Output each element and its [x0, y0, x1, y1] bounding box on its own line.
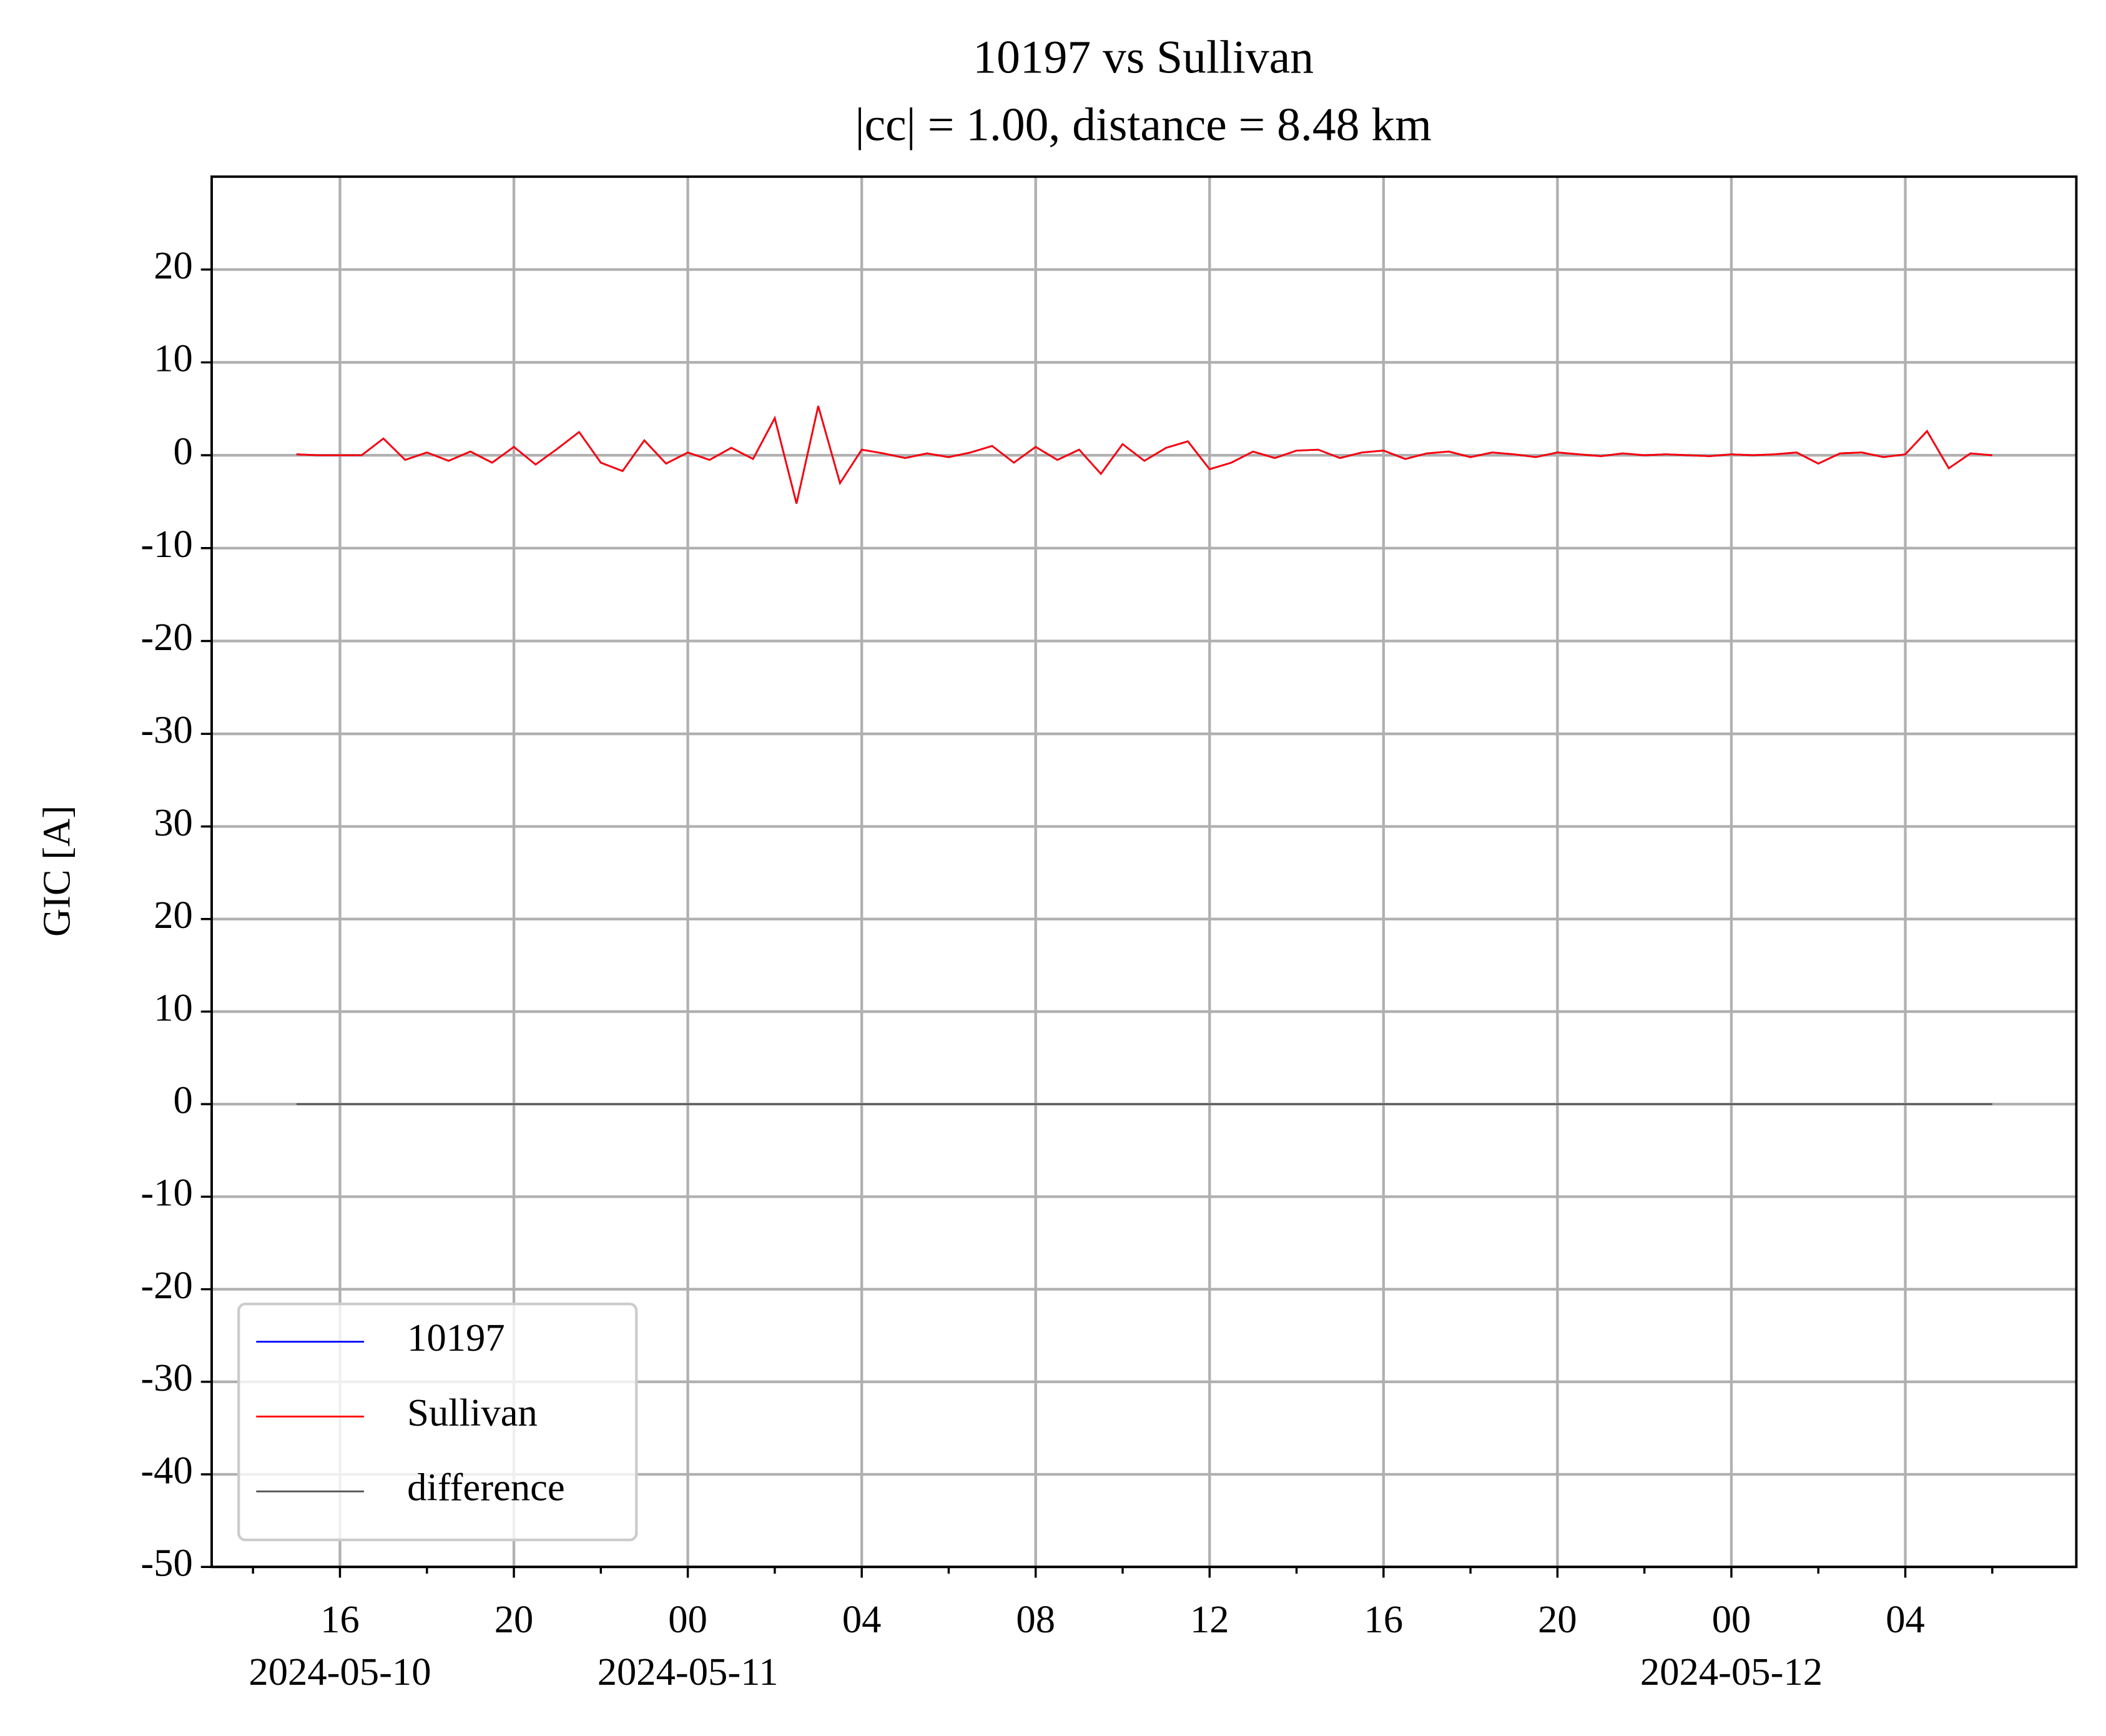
- x-tick-label-line: 16: [1364, 1597, 1404, 1641]
- x-tick-label: 16: [1364, 1597, 1404, 1641]
- y-tick-label: -20: [140, 1263, 192, 1307]
- legend-label: 10197: [407, 1316, 505, 1359]
- y-tick-label: -30: [140, 1356, 192, 1399]
- x-tick-label: 00 2024-05-12: [1640, 1597, 1823, 1694]
- y-tick-label: -50: [140, 1541, 192, 1585]
- y-tick-label: 20: [154, 893, 193, 937]
- plot-area: -30 -20 -10 0 10 20 -50 -40 -30 -20 -10 0 10 20 30 16 20…: [140, 175, 2078, 1694]
- x-tick-label: 04: [842, 1597, 882, 1641]
- y-axis-label: GIC [A]: [35, 806, 79, 937]
- y-tick-label: -20: [140, 615, 192, 659]
- legend-box: [237, 1302, 638, 1542]
- x-tick-label-line: 00: [1712, 1597, 1751, 1641]
- x-tick-label-line: 20: [495, 1597, 534, 1641]
- chart-subtitle: |cc| = 1.00, distance = 8.48 km: [855, 99, 1431, 151]
- x-tick-label-line: 16: [320, 1597, 360, 1641]
- x-tick-label: 20: [495, 1597, 534, 1641]
- x-tick-label: 16 2024-05-10: [248, 1597, 431, 1694]
- x-tick-label-line: 12: [1190, 1597, 1229, 1641]
- y-tick-label: -40: [140, 1448, 192, 1492]
- legend-label: Sullivan: [407, 1391, 538, 1434]
- x-tick-label-line: 04: [1886, 1597, 1925, 1641]
- x-tick-label: 12: [1190, 1597, 1229, 1641]
- y-tick-label: -10: [140, 1171, 192, 1215]
- y-tick-label: 0: [173, 1078, 192, 1122]
- x-tick-label-line: 08: [1016, 1597, 1055, 1641]
- y-tick-label: 30: [154, 801, 193, 844]
- x-tick-label-line: 04: [842, 1597, 882, 1641]
- x-tick-label-line: 2024-05-12: [1640, 1650, 1823, 1694]
- x-tick-label-line: 20: [1538, 1597, 1577, 1641]
- x-tick-label-line: 2024-05-10: [248, 1650, 431, 1694]
- x-tick-label: 04: [1886, 1597, 1925, 1641]
- y-tick-label: 0: [173, 429, 192, 473]
- x-tick-label: 20: [1538, 1597, 1577, 1641]
- x-tick-label-line: 00: [668, 1597, 707, 1641]
- x-tick-label: 00 2024-05-11: [598, 1597, 779, 1694]
- y-tick-label: -10: [140, 522, 192, 566]
- y-tick-label: -30: [140, 708, 192, 752]
- chart-title: 10197 vs Sullivan: [973, 32, 1314, 84]
- y-tick-label: 10: [154, 337, 193, 380]
- x-tick-label: 08: [1016, 1597, 1055, 1641]
- series-line: [296, 405, 1992, 504]
- y-tick-label: 10: [154, 985, 193, 1029]
- axes-frame: [210, 175, 2078, 1569]
- x-tick-label-line: 2024-05-11: [598, 1650, 779, 1694]
- y-tick-label: 20: [154, 244, 193, 287]
- legend-label: difference: [407, 1466, 565, 1509]
